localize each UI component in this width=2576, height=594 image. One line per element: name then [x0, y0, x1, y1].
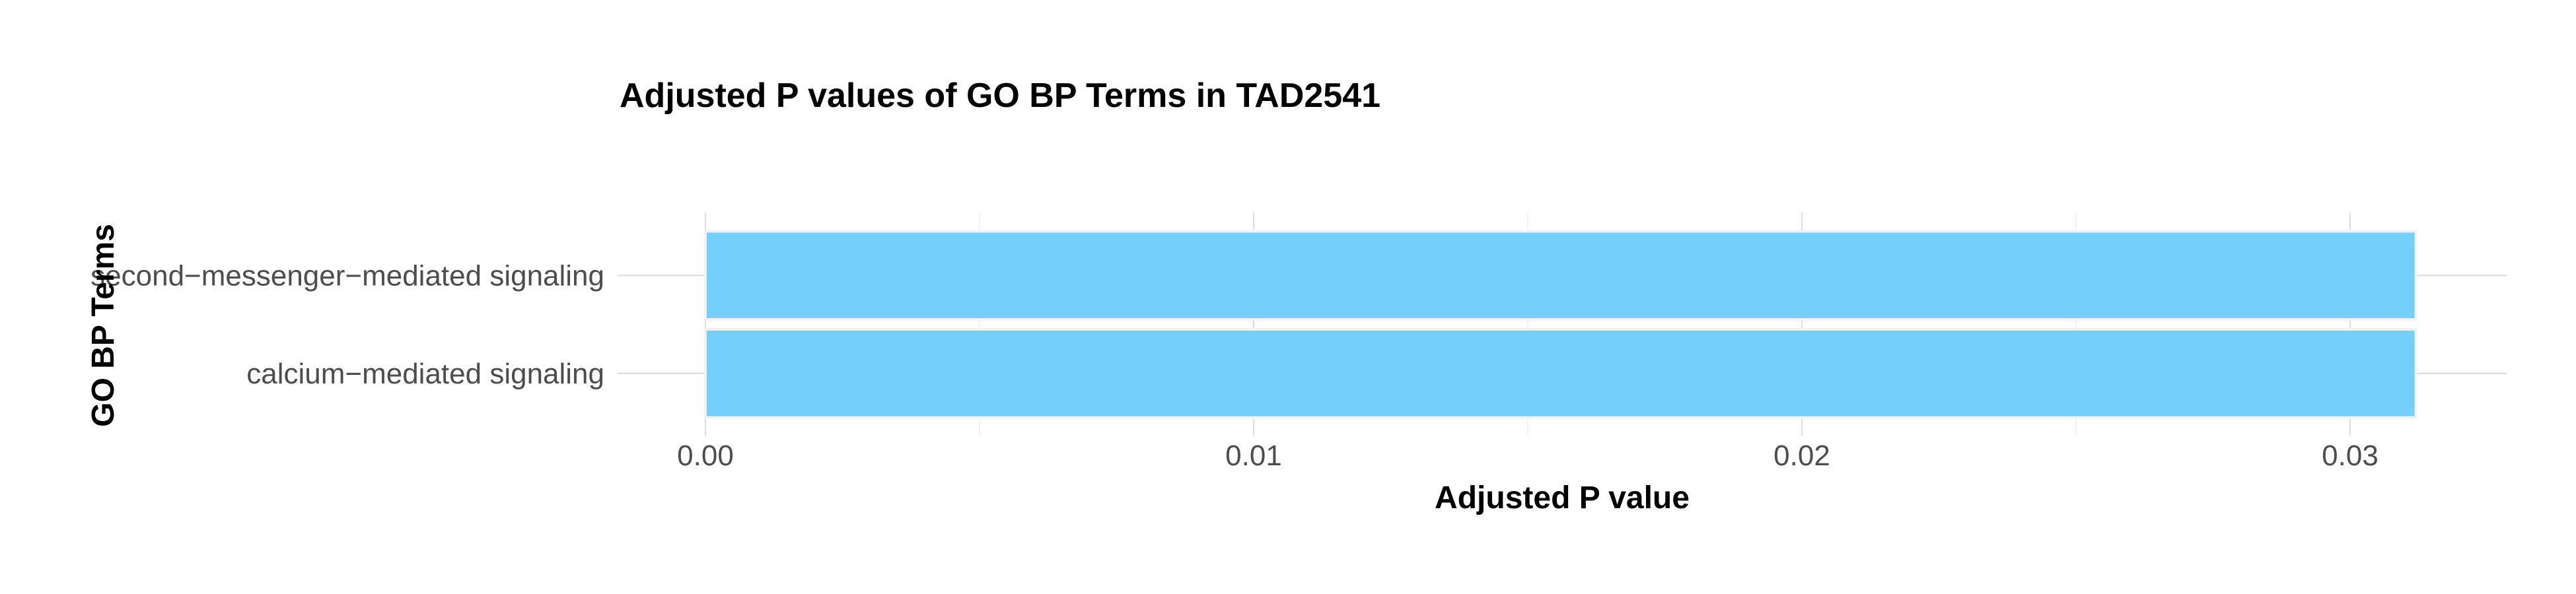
y-tick-label: calcium−mediated signaling — [246, 358, 604, 390]
y-axis-title: GO BP Terms — [86, 224, 121, 427]
y-tick-label: second−messenger−mediated signaling — [90, 259, 604, 292]
chart-title: Adjusted P values of GO BP Terms in TAD2… — [620, 77, 1380, 115]
bar — [704, 327, 2417, 419]
x-tick-label: 0.01 — [1225, 440, 1282, 472]
x-axis-title: Adjusted P value — [1435, 480, 1690, 515]
x-tick-label: 0.02 — [1773, 440, 1830, 472]
x-tick-label: 0.03 — [2322, 440, 2379, 472]
x-tick-label: 0.00 — [677, 440, 734, 472]
bar-layer — [704, 230, 2417, 419]
tick-layer: 0.00 0.01 0.02 0.03 second−messenger−mediate… — [90, 259, 2379, 472]
bar — [704, 230, 2417, 321]
